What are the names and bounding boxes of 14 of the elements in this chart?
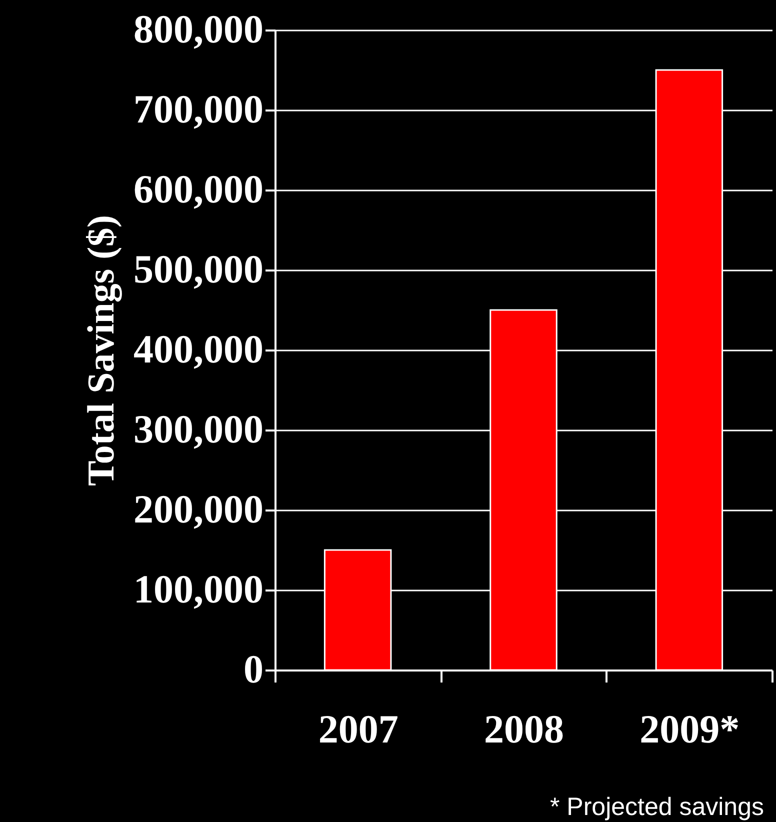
y-tick-label: 800,000 (134, 6, 264, 52)
y-tick-label: 400,000 (134, 326, 264, 372)
y-axis-title: Total Savings ($) (80, 215, 122, 486)
y-tick-label: 200,000 (134, 486, 264, 532)
y-tick-label: 100,000 (134, 566, 264, 612)
x-tick-label: 2009* (640, 706, 740, 752)
x-tick-label: 2008 (484, 706, 564, 752)
text: * Projected savings (550, 793, 764, 821)
x-tick-label: 2007 (318, 706, 398, 752)
y-tick-label: 300,000 (134, 406, 264, 452)
y-tick-label: 500,000 (134, 246, 264, 292)
y-tick-label: 600,000 (134, 166, 264, 212)
y-tick-label: 700,000 (134, 86, 264, 132)
y-tick-label: 0 (244, 646, 264, 692)
